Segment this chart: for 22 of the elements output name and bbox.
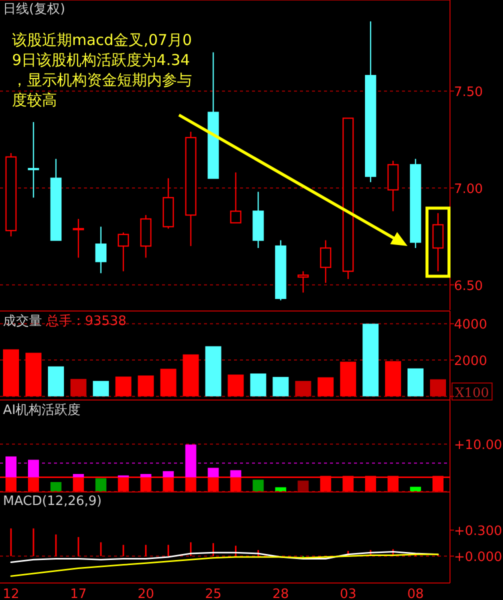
y-tick-label: 7.00 [454,182,483,197]
chart-subtitle: 总手：93538 [45,314,126,329]
y-tick-label: +0.300 [454,524,502,540]
x-tick-label: 28 [272,587,289,600]
y-tick-label: 2000 [454,354,488,370]
text: X100 [455,386,490,401]
annotation: 该股近期macd金叉,07月09日该股机构活跃度为4.34，显示机构资金短期内参与度较高 [12,31,192,109]
x-tick-label: 20 [138,587,154,600]
x-tick-label: 03 [340,587,356,600]
x-tick-label: 08 [407,587,424,600]
x-tick-label: 17 [70,587,87,600]
y-tick-label: +0.000 [454,550,502,566]
y-tick-label: 4000 [454,318,488,333]
x-tick-label: 25 [204,587,222,600]
chart-title: AI机构活跃度 [3,402,81,418]
text: +10.00 [454,438,502,454]
chart-title: MACD(12,26,9) [3,494,102,509]
chart-title: 成交量 [3,313,42,329]
chart-title: 日线(复权) [3,2,66,17]
y-tick-label: 7.50 [454,85,483,100]
y-tick-label: 6.50 [454,278,483,294]
x-tick-label: 12 [2,587,20,600]
